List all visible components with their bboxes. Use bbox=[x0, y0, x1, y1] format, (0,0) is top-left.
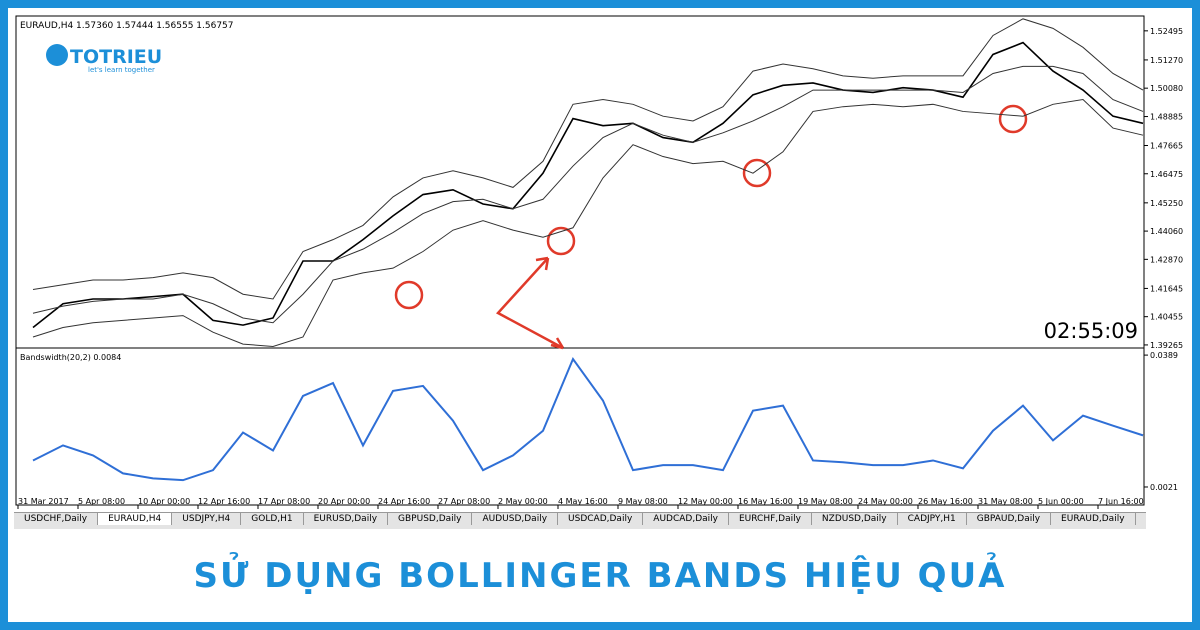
x-tick-label: 7 Jun 16:00 bbox=[1098, 497, 1144, 506]
tab[interactable]: AUDCAD,Daily bbox=[643, 513, 729, 525]
x-tick-label: 2 May 00:00 bbox=[498, 497, 548, 506]
y-tick-label: 1.51270 bbox=[1150, 56, 1183, 65]
y-tick-label: 1.46475 bbox=[1150, 170, 1183, 179]
tab[interactable]: GBPUSD,Daily bbox=[388, 513, 473, 525]
x-tick-label: 20 Apr 00:00 bbox=[318, 497, 370, 506]
circle bbox=[998, 104, 1028, 134]
x-tick-label: 9 May 08:00 bbox=[618, 497, 668, 506]
tab[interactable]: NZDUSD,Daily bbox=[812, 513, 898, 525]
frame: EURAUD,H4 1.57360 1.57444 1.56555 1.5675… bbox=[8, 8, 1192, 622]
circle bbox=[546, 226, 576, 256]
indicator-label: Bandswidth(20,2) 0.0084 bbox=[20, 353, 121, 362]
y-tick-label: 1.48885 bbox=[1150, 113, 1183, 122]
arrow-head bbox=[535, 256, 565, 350]
x-tick-label: 27 Apr 08:00 bbox=[438, 497, 490, 506]
tab[interactable]: CADJPY,H1 bbox=[898, 513, 967, 525]
y-tick-label: 1.52495 bbox=[1150, 27, 1183, 36]
band-line bbox=[32, 18, 1144, 300]
y-tick-label: 1.44060 bbox=[1150, 227, 1183, 236]
y-tick-label: 1.39265 bbox=[1150, 341, 1183, 350]
y-tick-label: 0.0021 bbox=[1150, 483, 1178, 492]
chart: EURAUD,H4 1.57360 1.57444 1.56555 1.5675… bbox=[15, 15, 1183, 509]
banner: SỬ DỤNG BOLLINGER BANDS HIỆU QUẢ bbox=[193, 556, 1007, 596]
x-tick-label: 31 Mar 2017 bbox=[18, 497, 69, 506]
y-tick-label: 1.41645 bbox=[1150, 284, 1183, 293]
x-tick-label: 5 Jun 00:00 bbox=[1038, 497, 1084, 506]
x-tick-label: 31 May 08:00 bbox=[978, 497, 1033, 506]
x-tick-label: 5 Apr 08:00 bbox=[78, 497, 125, 506]
x-tick-label: 10 Apr 00:00 bbox=[138, 497, 190, 506]
bandwidth-line bbox=[32, 357, 1144, 482]
x-tick-label: 24 Apr 16:00 bbox=[378, 497, 430, 506]
tab[interactable]: GBPAUD,Daily bbox=[967, 513, 1052, 525]
tab-bar: USDCHF,Daily EURAUD,H4 USDJPY,H4 GOLD,H1 EUR… bbox=[14, 512, 1146, 529]
logo-text: TOTRIEU bbox=[70, 46, 162, 68]
y-tick-label: 0.0389 bbox=[1150, 351, 1178, 360]
y-tick-label: 1.40455 bbox=[1150, 313, 1183, 322]
tab[interactable]: USDCAD,Daily bbox=[558, 513, 644, 525]
tab[interactable]: USDCHF,Daily bbox=[14, 513, 99, 525]
plot-border bbox=[15, 15, 1145, 506]
tab[interactable]: EURAUD,Daily bbox=[1051, 513, 1136, 525]
x-tick-label: 17 Apr 08:00 bbox=[258, 497, 310, 506]
tab[interactable]: EURUSD,Daily bbox=[304, 513, 389, 525]
tab[interactable]: EURCHF,Daily bbox=[729, 513, 812, 525]
circle bbox=[742, 158, 772, 188]
x-tick-label: 16 May 16:00 bbox=[738, 497, 793, 506]
band-line bbox=[32, 65, 1144, 324]
tab[interactable]: GOLD,H1 bbox=[241, 513, 304, 525]
tab[interactable]: EURAUD,H4 bbox=[98, 513, 173, 525]
x-tick-label: 4 May 16:00 bbox=[558, 497, 608, 506]
timer: 02:55:09 bbox=[1044, 319, 1138, 343]
circle bbox=[394, 280, 424, 310]
symbol-info: EURAUD,H4 1.57360 1.57444 1.56555 1.5675… bbox=[20, 21, 234, 31]
tab[interactable]: AUDUSD,Daily bbox=[472, 513, 559, 525]
logo-mark bbox=[46, 44, 68, 66]
arrow bbox=[495, 257, 564, 350]
logo-tagline: let's learn together bbox=[88, 66, 155, 74]
y-tick-label: 1.47665 bbox=[1150, 142, 1183, 151]
band-line bbox=[32, 99, 1144, 347]
x-tick-label: 19 May 08:00 bbox=[798, 497, 853, 506]
x-tick-label: 12 Apr 16:00 bbox=[198, 497, 250, 506]
price-line bbox=[32, 41, 1144, 329]
tab[interactable]: USDJPY,H4 bbox=[172, 513, 242, 525]
x-tick-label: 12 May 00:00 bbox=[678, 497, 733, 506]
x-tick-label: 24 May 00:00 bbox=[858, 497, 913, 506]
x-tick-label: 26 May 16:00 bbox=[918, 497, 973, 506]
logo: TOTRIEU let's learn together bbox=[46, 44, 162, 74]
annotations bbox=[394, 104, 1028, 350]
y-tick-label: 1.45250 bbox=[1150, 199, 1183, 208]
y-tick-label: 1.42870 bbox=[1150, 255, 1183, 264]
y-tick-label: 1.50080 bbox=[1150, 84, 1183, 93]
